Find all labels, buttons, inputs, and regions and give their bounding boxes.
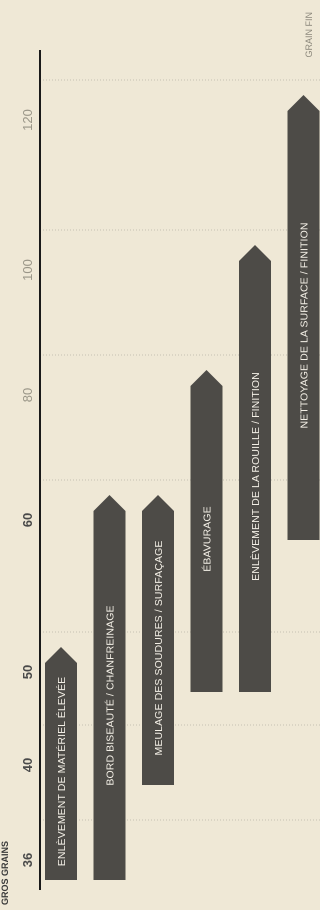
- range-bar: [93, 495, 126, 880]
- range-bar: [45, 647, 77, 880]
- range-bar: [190, 370, 223, 692]
- tick-label: 100: [20, 259, 35, 281]
- tick-label: 36: [20, 853, 35, 867]
- bar-label: BORD BISEAUTÉ / CHANFREINAGE: [104, 605, 117, 785]
- tick-label: 120: [20, 109, 35, 131]
- corner-top-label: GRAIN FIN: [304, 12, 314, 58]
- bar-label: ENLÈVEMENT DE MATÉRIEL ÉLEVÉE: [55, 677, 68, 866]
- range-bar: [287, 95, 320, 540]
- bar-label: ÉBAVURAGE: [201, 506, 214, 571]
- tick-label: 80: [20, 388, 35, 402]
- tick-label: 40: [20, 758, 35, 772]
- bar-label: MEULAGE DES SOUDURES / SURFAÇAGE: [153, 541, 165, 756]
- range-bar: [239, 245, 271, 692]
- bars: ENLÈVEMENT DE MATÉRIEL ÉLEVÉE BORD BISEAU…: [45, 95, 320, 880]
- tick-label: 60: [20, 513, 35, 527]
- bar-label: ENLÈVEMENT DE LA ROUILLE / FINITION: [249, 372, 262, 581]
- bar-label: NETTOYAGE DE LA SURFACE / FINITION: [299, 222, 311, 428]
- grid: [40, 79, 320, 821]
- tick-label: 50: [20, 665, 35, 679]
- range-bar: [142, 495, 174, 785]
- tick-labels: 36 40 50 60 80 100 120: [20, 109, 35, 867]
- corner-bottom-label: GROS GRAINS: [0, 841, 10, 905]
